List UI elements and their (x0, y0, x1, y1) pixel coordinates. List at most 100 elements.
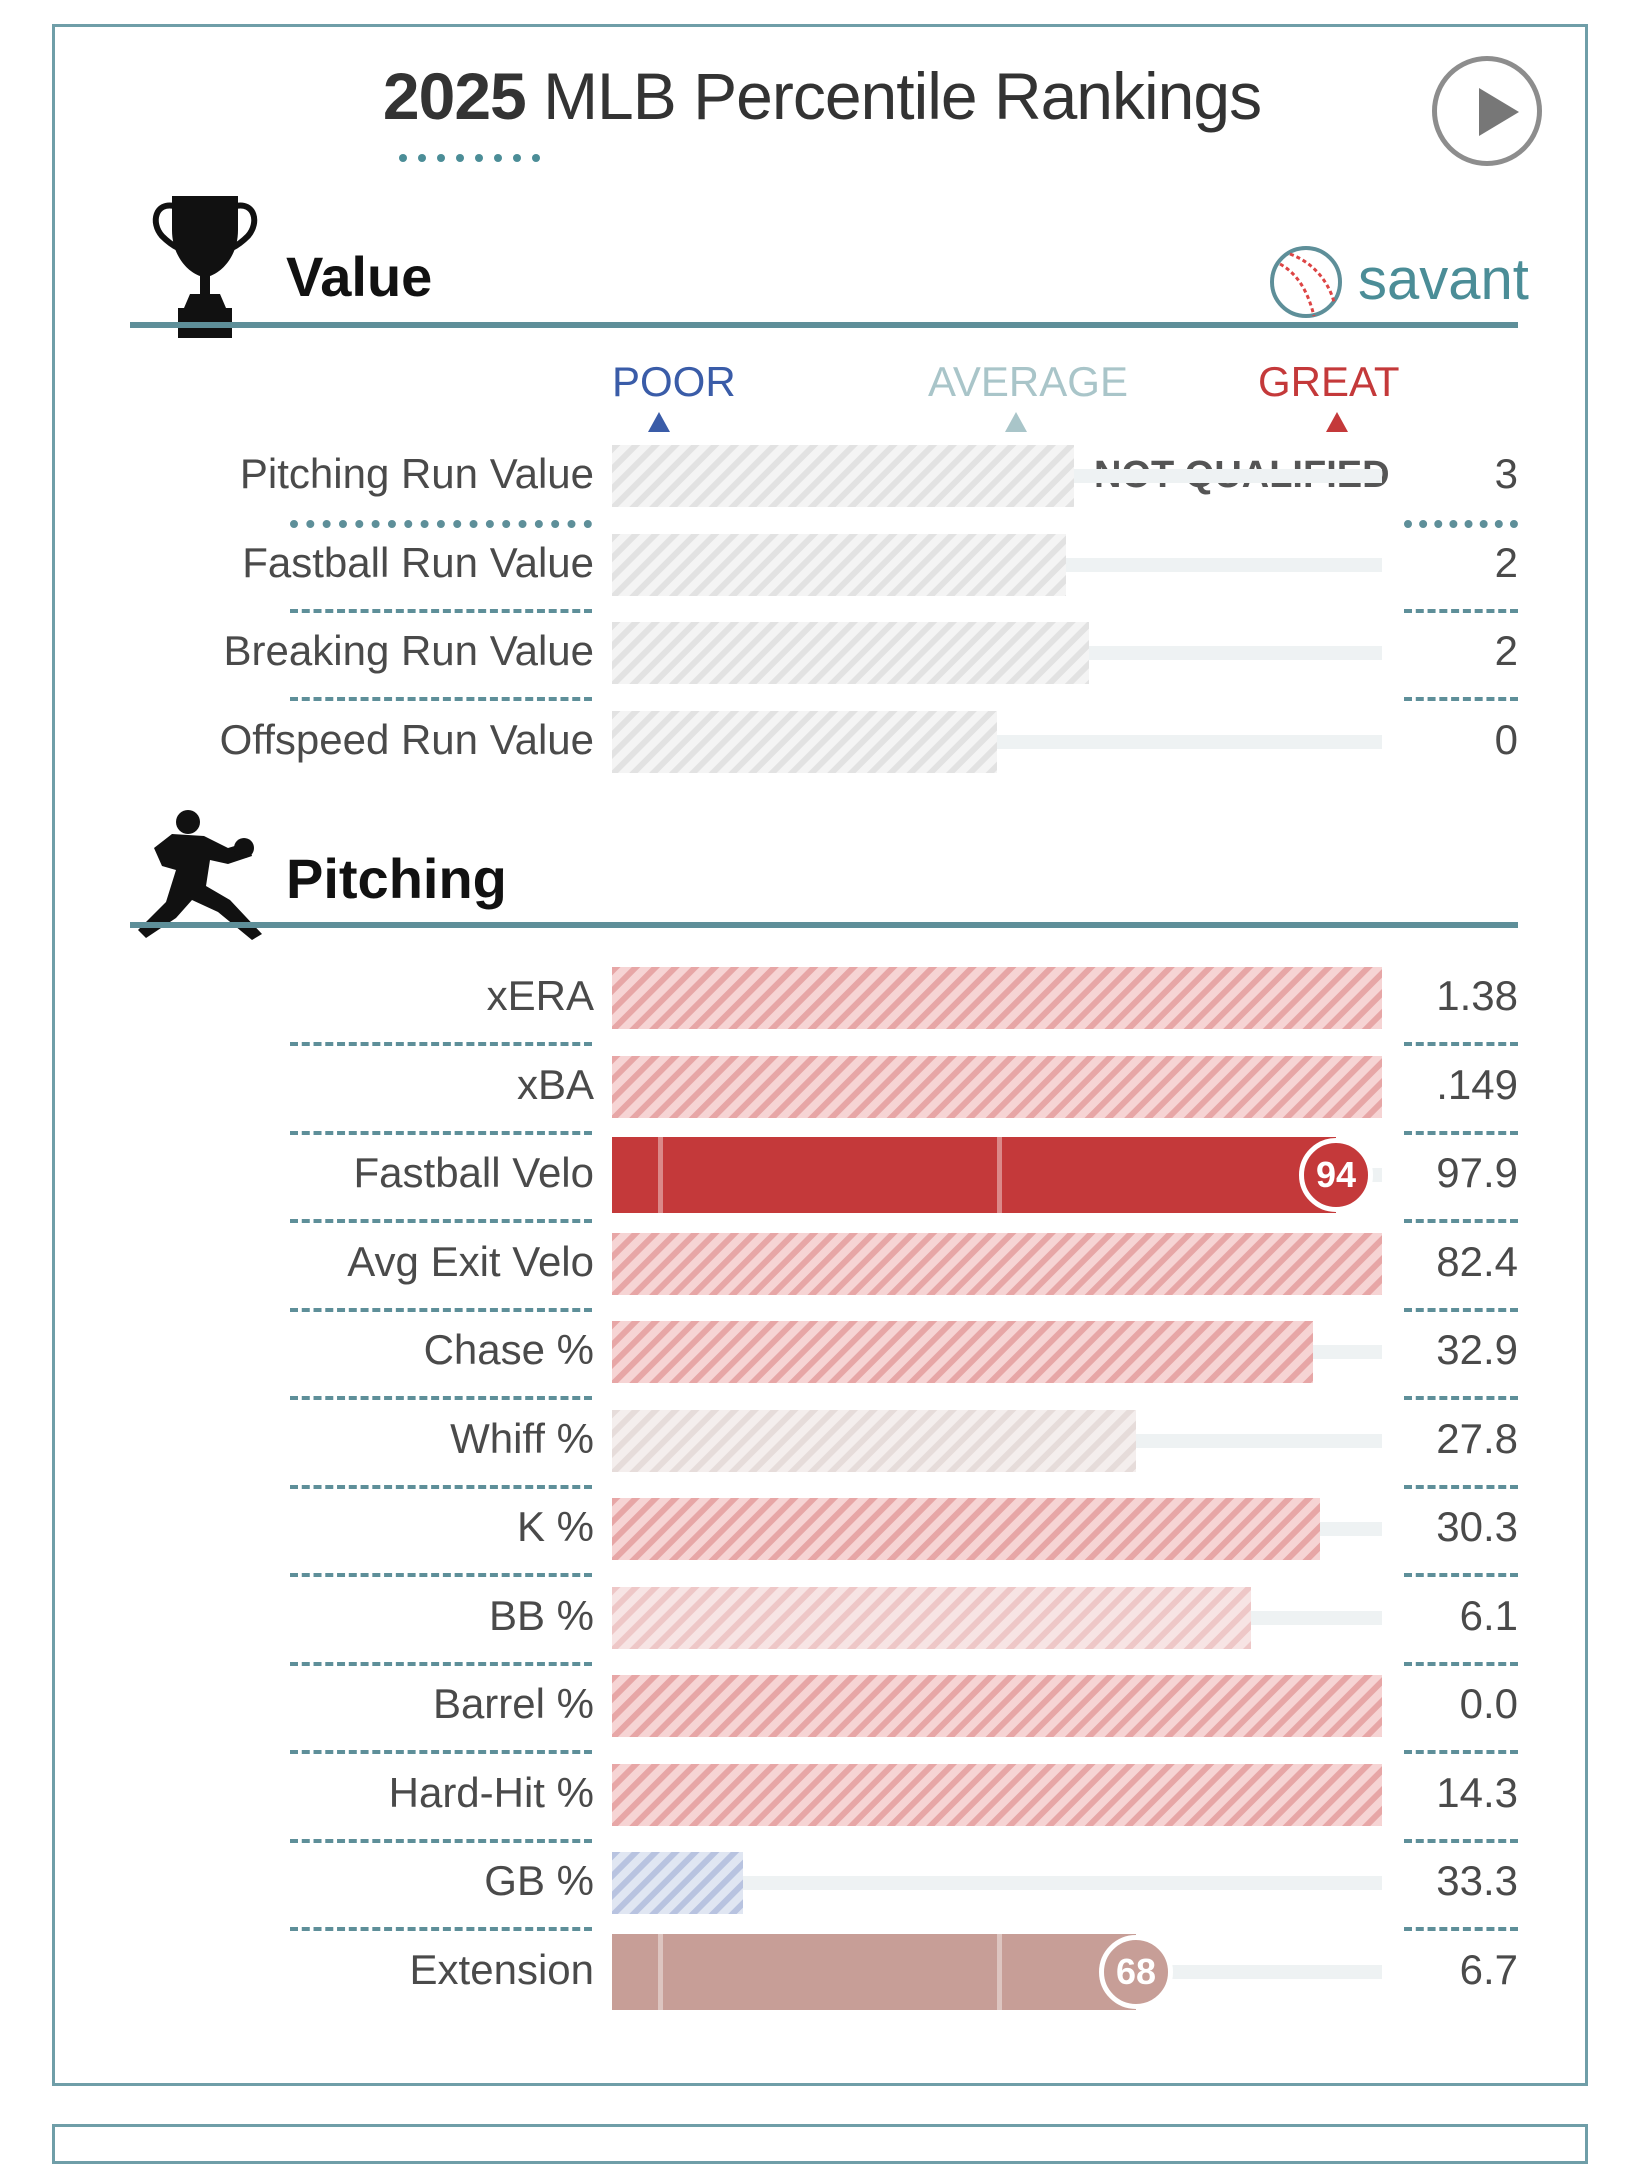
section-title-value: Value (286, 245, 433, 308)
bar-xera[interactable] (612, 967, 1382, 1029)
row-separator-left (290, 1484, 592, 1489)
bar-breaking-run-value[interactable] (612, 622, 1089, 684)
bar-pitching-run-value[interactable] (612, 445, 1074, 507)
title-dots (399, 154, 540, 162)
row-separator-left (290, 1927, 592, 1932)
bar-extension[interactable] (612, 1933, 1136, 2010)
percentile-card (52, 24, 1588, 2086)
section-title-pitching: Pitching (286, 847, 507, 910)
scale-poor: POOR (612, 358, 736, 405)
bar-fill (612, 1675, 1382, 1737)
bar-xba[interactable] (612, 1055, 1382, 1118)
next-card (52, 2124, 1588, 2164)
bar-fill (612, 1586, 1251, 1649)
row-separator-right (1404, 1130, 1518, 1135)
row-separator-left (290, 1573, 592, 1578)
row-separator-right (1404, 1042, 1518, 1047)
row-separator-left (290, 697, 592, 702)
bar-gridline (997, 1137, 1002, 1213)
row-label-xba: xBA (516, 1060, 594, 1108)
pitcher-icon (138, 810, 262, 940)
row-value-barrel: 0.0 (1459, 1680, 1518, 1727)
row-value-fastball-run-value: 2 (1494, 538, 1518, 586)
row-value-xera: 1.38 (1436, 972, 1518, 1019)
pitching-rule (130, 922, 1518, 928)
row-label-hard-hit: Hard-Hit % (388, 1768, 594, 1816)
row-separator-left (290, 1750, 592, 1755)
row-separator-right (1404, 1838, 1518, 1843)
row-value-fastball-velo: 97.9 (1436, 1149, 1518, 1196)
row-value-xba: .149 (1436, 1060, 1518, 1108)
row-label-xera: xERA (486, 972, 594, 1019)
bar-fastball-run-value[interactable] (612, 533, 1066, 596)
bar-fill (612, 710, 997, 773)
row-label-barrel: Barrel % (432, 1680, 594, 1727)
value-rule (130, 322, 1518, 328)
row-value-pitching-run-value: 3 (1494, 450, 1518, 497)
bar-barrel[interactable] (612, 1675, 1382, 1737)
bar-fill (612, 1852, 743, 1914)
bar-gridline (658, 1137, 664, 1213)
row-value-breaking-run-value: 2 (1494, 627, 1518, 674)
row-label-extension: Extension (409, 1945, 594, 1993)
percentile-badge-fastball-velo: 94 (1299, 1138, 1373, 1212)
row-label-breaking-run-value: Breaking Run Value (223, 627, 594, 674)
row-value-gb: 33.3 (1436, 1857, 1518, 1904)
row-value-offspeed-run-value: 0 (1494, 715, 1518, 763)
savant-logo: savant (1358, 247, 1529, 312)
row-separator-right (1404, 697, 1518, 702)
bar-gb[interactable] (612, 1852, 743, 1914)
bar-gridline (997, 1933, 1002, 2010)
row-label-bb: BB % (488, 1591, 594, 1639)
bar-bb[interactable] (612, 1586, 1251, 1649)
bar-track-gb (612, 1876, 1382, 1890)
bar-hard-hit[interactable] (612, 1763, 1382, 1826)
bar-fill (612, 1409, 1136, 1472)
bar-fill (612, 1055, 1382, 1118)
bar-fill (612, 1321, 1313, 1383)
row-value-hard-hit: 14.3 (1436, 1768, 1518, 1816)
average-marker (1005, 412, 1027, 432)
row-separator-left (290, 1042, 592, 1047)
baseball-icon (1270, 246, 1342, 318)
row-separator-right (1404, 1573, 1518, 1578)
bar-offspeed-run-value[interactable] (612, 710, 997, 773)
scale-average: AVERAGE (928, 358, 1128, 405)
row-label-avg-exit-velo: Avg Exit Velo (347, 1237, 594, 1285)
bar-avg-exit-velo[interactable] (612, 1232, 1382, 1295)
row-value-avg-exit-velo: 82.4 (1436, 1237, 1518, 1285)
row-label-whiff: Whiff % (450, 1414, 594, 1462)
row-separator-left (290, 1661, 592, 1666)
bar-fill (612, 1232, 1382, 1295)
row-label-gb: GB % (484, 1857, 594, 1904)
row-label-chase: Chase % (423, 1326, 594, 1373)
play-icon[interactable] (1432, 56, 1542, 166)
row-value-bb: 6.1 (1459, 1591, 1518, 1639)
bar-k[interactable] (612, 1498, 1320, 1560)
bar-whiff[interactable] (612, 1409, 1136, 1472)
row-separator-right (1404, 1927, 1518, 1932)
row-label-offspeed-run-value: Offspeed Run Value (219, 715, 594, 763)
scale-great: GREAT (1258, 358, 1400, 405)
great-marker (1326, 412, 1348, 432)
row-separator-left (290, 520, 592, 529)
bar-gridline (658, 1933, 664, 2010)
row-separator-right (1404, 1484, 1518, 1489)
row-separator-right (1404, 608, 1518, 613)
row-label-fastball-run-value: Fastball Run Value (242, 538, 594, 586)
row-separator-right (1404, 520, 1518, 529)
row-separator-left (290, 1838, 592, 1843)
bar-fill (612, 967, 1382, 1029)
row-separator-left (290, 608, 592, 613)
bar-fill (612, 1763, 1382, 1826)
page-title: 2025 MLB Percentile Rankings (382, 59, 1262, 133)
row-separator-left (290, 1130, 592, 1135)
bar-fastball-velo[interactable] (612, 1137, 1336, 1213)
bar-fill (612, 622, 1089, 684)
row-separator-right (1404, 1219, 1518, 1224)
row-separator-left (290, 1219, 592, 1224)
poor-marker (648, 412, 670, 432)
bar-chase[interactable] (612, 1321, 1313, 1383)
row-separator-right (1404, 1661, 1518, 1666)
row-separator-right (1404, 1396, 1518, 1401)
